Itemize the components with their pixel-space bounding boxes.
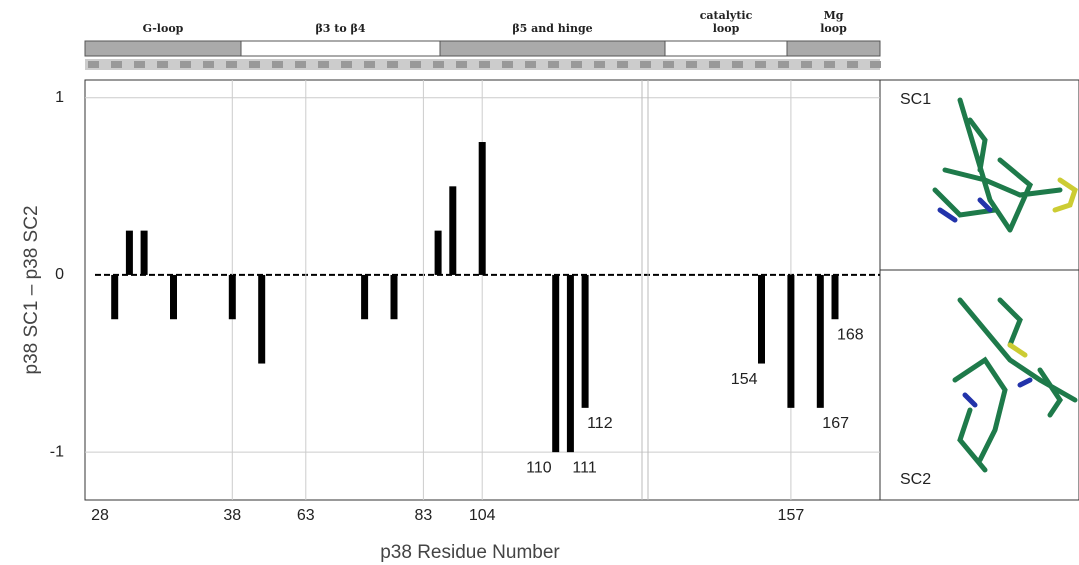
sequence-tick — [640, 61, 651, 68]
sequence-tick — [525, 61, 536, 68]
sequence-tick — [295, 61, 306, 68]
structure-sc1 — [935, 100, 1075, 230]
bar — [817, 275, 824, 408]
bar — [758, 275, 765, 364]
bar — [391, 275, 398, 319]
sequence-tick — [157, 61, 168, 68]
bar — [567, 275, 574, 452]
panel-label: SC1 — [900, 91, 931, 108]
bar-label: 168 — [837, 326, 864, 343]
region-band — [241, 41, 440, 56]
sequence-tick — [686, 61, 697, 68]
bar — [787, 275, 794, 408]
sequence-tick — [479, 61, 490, 68]
sequence-tick — [824, 61, 835, 68]
sequence-tick — [801, 61, 812, 68]
sequence-tick — [134, 61, 145, 68]
bar — [141, 231, 148, 275]
region-label: β3 to β4 — [316, 22, 366, 35]
x-tick-label: 28 — [91, 507, 109, 524]
sequence-tick — [226, 61, 237, 68]
bar — [449, 186, 456, 275]
region-label-part: loop — [820, 22, 847, 35]
sequence-tick — [663, 61, 674, 68]
bar — [832, 275, 839, 319]
bar-label: 110 — [526, 459, 552, 476]
bar — [170, 275, 177, 319]
sequence-tick — [847, 61, 858, 68]
sequence-tick — [364, 61, 375, 68]
sequence-tick — [456, 61, 467, 68]
region-band — [787, 41, 880, 56]
x-tick-label: 83 — [415, 507, 433, 524]
sequence-tick — [571, 61, 582, 68]
bar-label: 167 — [822, 415, 849, 432]
sequence-tick — [111, 61, 122, 68]
region-label: G-loop — [143, 22, 184, 35]
sequence-tick — [88, 61, 99, 68]
bar-label: 111 — [572, 459, 596, 476]
x-tick-label: 104 — [469, 507, 496, 524]
sequence-tick — [709, 61, 720, 68]
bar-label: 112 — [587, 415, 613, 432]
y-tick-label: 0 — [55, 266, 64, 283]
sequence-tick — [272, 61, 283, 68]
sequence-tick — [548, 61, 559, 68]
sequence-tick — [387, 61, 398, 68]
sequence-tick — [617, 61, 628, 68]
y-axis-title: p38 SC1 – p38 SC2 — [21, 205, 42, 374]
sequence-tick — [732, 61, 743, 68]
region-band — [440, 41, 665, 56]
bar-label: 154 — [731, 371, 758, 388]
x-tick-label: 157 — [778, 507, 805, 524]
y-tick-label: 1 — [55, 89, 64, 106]
sequence-tick — [318, 61, 329, 68]
y-tick-label: -1 — [50, 443, 64, 460]
sequence-tick — [778, 61, 789, 68]
sequence-tick — [870, 61, 881, 68]
sequence-tick — [594, 61, 605, 68]
bar — [111, 275, 118, 319]
bar — [258, 275, 265, 364]
bar — [479, 142, 486, 275]
bar — [552, 275, 559, 452]
x-tick-label: 38 — [223, 507, 241, 524]
region-band — [665, 41, 787, 56]
sequence-tick — [203, 61, 214, 68]
region-label-part: Mg — [824, 9, 844, 22]
sequence-tick — [410, 61, 421, 68]
sequence-tick — [180, 61, 191, 68]
bar — [361, 275, 368, 319]
bar — [126, 231, 133, 275]
sequence-tick — [249, 61, 260, 68]
sequence-tick — [433, 61, 444, 68]
sequence-tick — [341, 61, 352, 68]
bar — [435, 231, 442, 275]
x-tick-label: 63 — [297, 507, 315, 524]
chart: p38 SC1 – p38 SC2 p38 Residue Number G-l… — [0, 0, 1079, 565]
region-label-part: loop — [713, 22, 740, 35]
panel-label: SC2 — [900, 471, 931, 488]
sequence-tick — [502, 61, 513, 68]
bar — [229, 275, 236, 319]
region-band — [85, 41, 241, 56]
x-axis-title: p38 Residue Number — [380, 542, 560, 563]
structure-sc2 — [955, 300, 1075, 470]
region-label-part: catalytic — [700, 9, 753, 22]
bar — [582, 275, 589, 408]
region-label: β5 and hinge — [512, 22, 592, 35]
sequence-tick — [755, 61, 766, 68]
